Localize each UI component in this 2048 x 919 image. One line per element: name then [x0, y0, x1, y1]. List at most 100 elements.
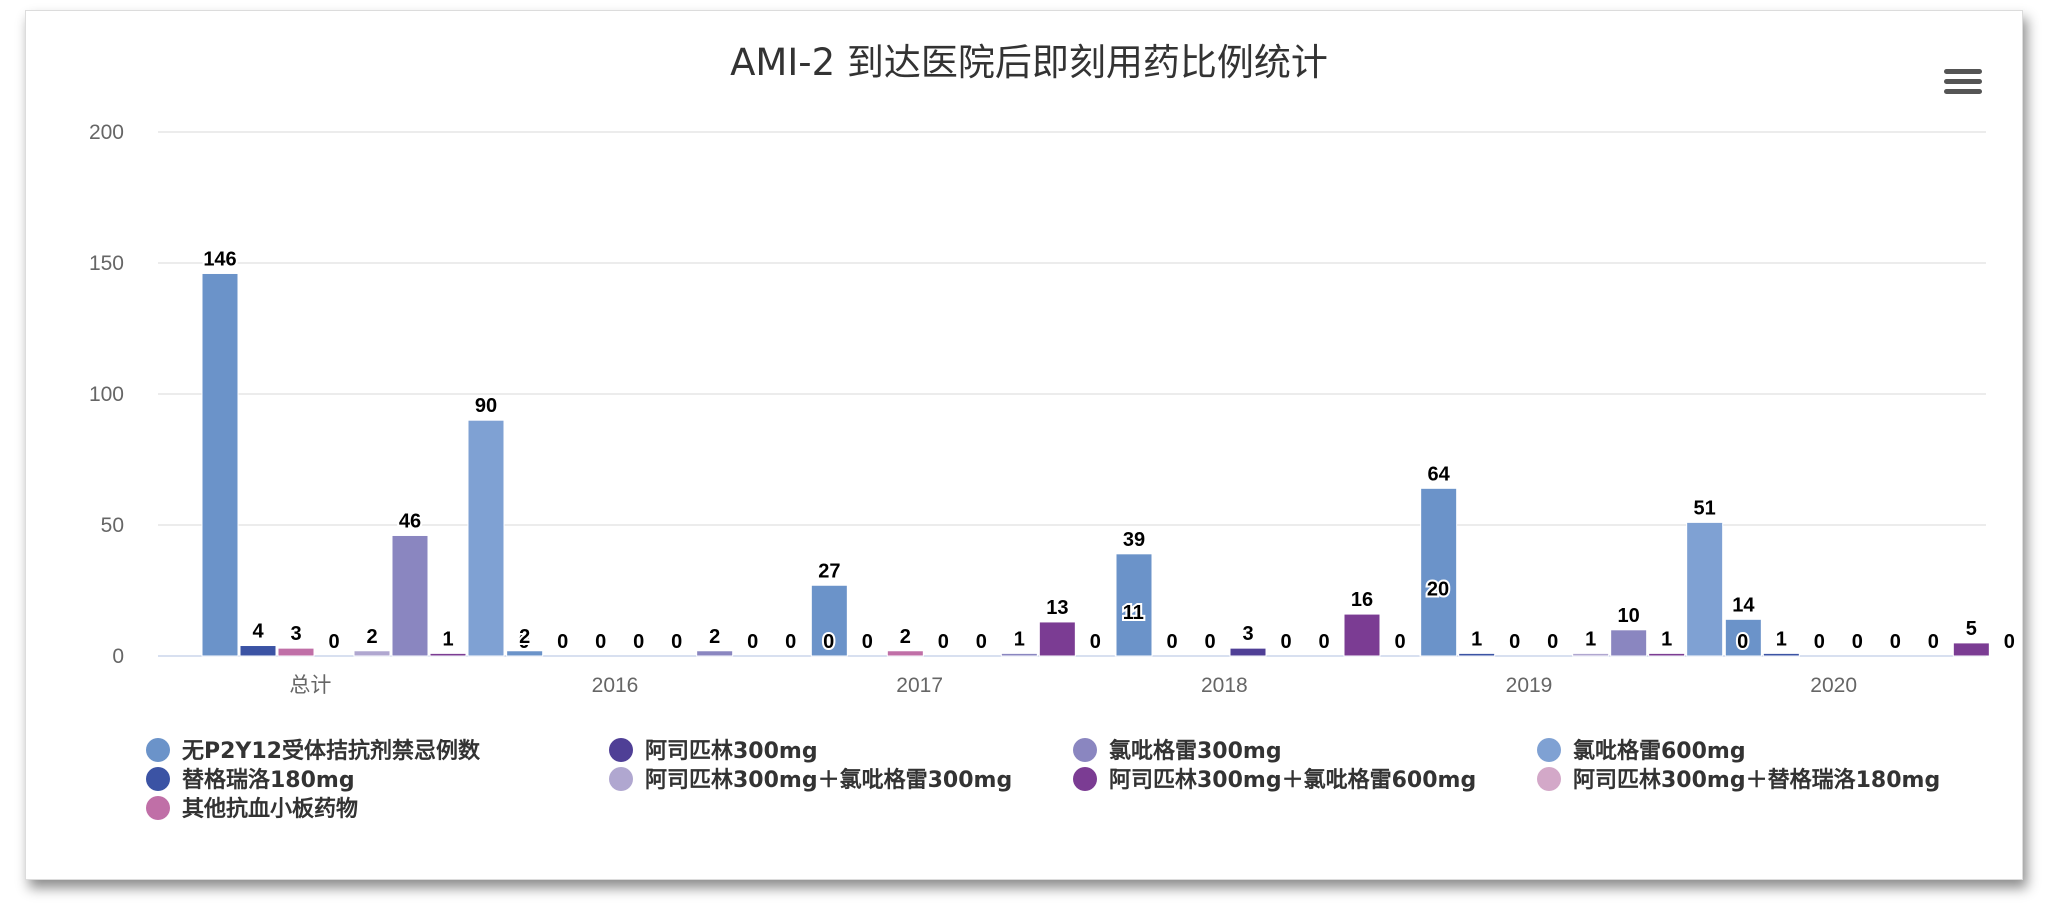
bar[interactable] [1610, 629, 1648, 657]
legend-item[interactable]: 阿司匹林300mg＋氯吡格雷300mg [609, 767, 1012, 793]
legend-item[interactable]: 阿司匹林300mg＋氯吡格雷600mg [1073, 767, 1476, 793]
bar[interactable] [1724, 618, 1762, 657]
data-label: 46 [399, 510, 421, 532]
data-label: 2 [366, 626, 377, 648]
bar[interactable] [1115, 553, 1153, 657]
bar[interactable] [1762, 652, 1800, 657]
x-tick-label: 2019 [1506, 674, 1553, 697]
bar[interactable] [1572, 652, 1610, 657]
data-label: 0 [595, 631, 606, 653]
data-label: 27 [818, 560, 840, 582]
data-label: 1 [1661, 628, 1672, 650]
data-label: 0 [747, 631, 758, 653]
bar[interactable] [1420, 487, 1458, 657]
data-label: 0 [518, 631, 529, 653]
data-label: 2 [519, 626, 530, 648]
data-label: 4 [252, 621, 264, 643]
x-tick-label: 2016 [592, 674, 639, 697]
data-label: 0 [1166, 631, 1177, 653]
legend-item[interactable]: 阿司匹林300mg [609, 738, 818, 764]
legend-marker [146, 738, 170, 762]
bar[interactable] [1343, 613, 1381, 657]
bar[interactable] [391, 534, 429, 657]
bar[interactable] [1648, 652, 1686, 657]
bar[interactable] [353, 650, 391, 657]
legend-label: 氯吡格雷300mg [1109, 738, 1282, 764]
data-label: 0 [785, 631, 796, 653]
bar[interactable] [277, 647, 315, 657]
x-tick-label: 总计 [289, 674, 331, 697]
legend-marker [1537, 767, 1561, 791]
bar[interactable] [886, 650, 924, 657]
data-label: 13 [1046, 597, 1068, 619]
bar[interactable] [810, 584, 848, 657]
data-label: 0 [671, 631, 682, 653]
data-label: 0 [633, 631, 644, 653]
bar[interactable] [1038, 621, 1076, 657]
legend-label: 阿司匹林300mg＋替格瑞洛180mg [1573, 767, 1940, 793]
legend-item[interactable]: 无P2Y12受体拮抗剂禁忌例数 [146, 738, 481, 764]
data-label: 1 [1471, 628, 1482, 650]
data-label: 14 [1732, 594, 1755, 616]
bar[interactable] [1000, 652, 1038, 657]
bar[interactable] [429, 652, 467, 657]
legend-label: 氯吡格雷600mg [1573, 738, 1746, 764]
data-label: 90 [475, 395, 497, 417]
chart-card: AMI-2 到达医院后即刻用药比例统计 0 50 100 150 200 146 4 3 0 2… [25, 10, 2023, 880]
bar[interactable] [239, 645, 277, 657]
data-label: 1 [1776, 628, 1787, 650]
legend-item[interactable]: 阿司匹林300mg＋替格瑞洛180mg [1537, 767, 1940, 793]
y-tick-label: 200 [89, 121, 124, 144]
y-tick-label: 150 [89, 252, 124, 275]
data-label: 3 [1242, 623, 1253, 645]
data-label: 0 [1090, 631, 1101, 653]
y-tick-label: 50 [101, 514, 124, 537]
data-label: 0 [862, 631, 873, 653]
data-label: 0 [1394, 631, 1405, 653]
legend-label: 阿司匹林300mg [645, 739, 818, 764]
data-label: 11 [1123, 602, 1144, 624]
data-label: 0 [1890, 631, 1901, 653]
data-label: 0 [938, 631, 949, 653]
data-label: 2 [900, 626, 911, 648]
data-label: 0 [1204, 631, 1215, 653]
data-label: 1 [442, 628, 453, 650]
bar[interactable] [1458, 652, 1496, 657]
legend-item[interactable]: 替格瑞洛180mg [146, 767, 355, 793]
legend-item[interactable]: 氯吡格雷600mg [1537, 738, 1746, 764]
data-label: 0 [1280, 631, 1291, 653]
x-axis: 总计 2016 2017 2018 2019 2020 [289, 674, 1857, 697]
bar[interactable] [1952, 642, 1990, 657]
bar[interactable] [1229, 647, 1267, 657]
data-label: 0 [328, 631, 339, 653]
data-label: 0 [1318, 631, 1329, 653]
x-tick-label: 2020 [1810, 674, 1857, 697]
bar[interactable] [506, 650, 544, 657]
bars [201, 272, 1990, 657]
y-tick-label: 100 [89, 383, 124, 406]
data-label: 0 [1737, 631, 1748, 653]
legend-label: 无P2Y12受体拮抗剂禁忌例数 [182, 738, 481, 764]
legend-marker [1073, 767, 1097, 791]
data-label: 16 [1351, 589, 1373, 611]
hamburger-menu-icon[interactable] [1944, 69, 1982, 103]
chart-title: AMI-2 到达医院后即刻用药比例统计 [730, 41, 1328, 84]
bar[interactable] [696, 650, 734, 657]
bar[interactable] [467, 419, 505, 657]
legend-item[interactable]: 其他抗血小板药物 [146, 796, 358, 822]
legend-item[interactable]: 氯吡格雷300mg [1073, 738, 1282, 764]
data-label: 2 [709, 626, 720, 648]
data-label: 0 [1928, 631, 1939, 653]
legend: 无P2Y12受体拮抗剂禁忌例数 阿司匹林300mg 氯吡格雷300mg 氯吡格雷600… [146, 738, 1940, 822]
y-axis: 0 50 100 150 200 [89, 121, 124, 668]
legend-label: 阿司匹林300mg＋氯吡格雷600mg [1109, 767, 1476, 793]
y-tick-label: 0 [112, 645, 124, 668]
data-label: 39 [1123, 529, 1145, 551]
bar[interactable] [1686, 521, 1724, 657]
bar[interactable] [201, 272, 239, 657]
legend-label: 替格瑞洛180mg [182, 767, 355, 793]
legend-marker [146, 796, 170, 820]
data-label: 3 [290, 623, 301, 645]
